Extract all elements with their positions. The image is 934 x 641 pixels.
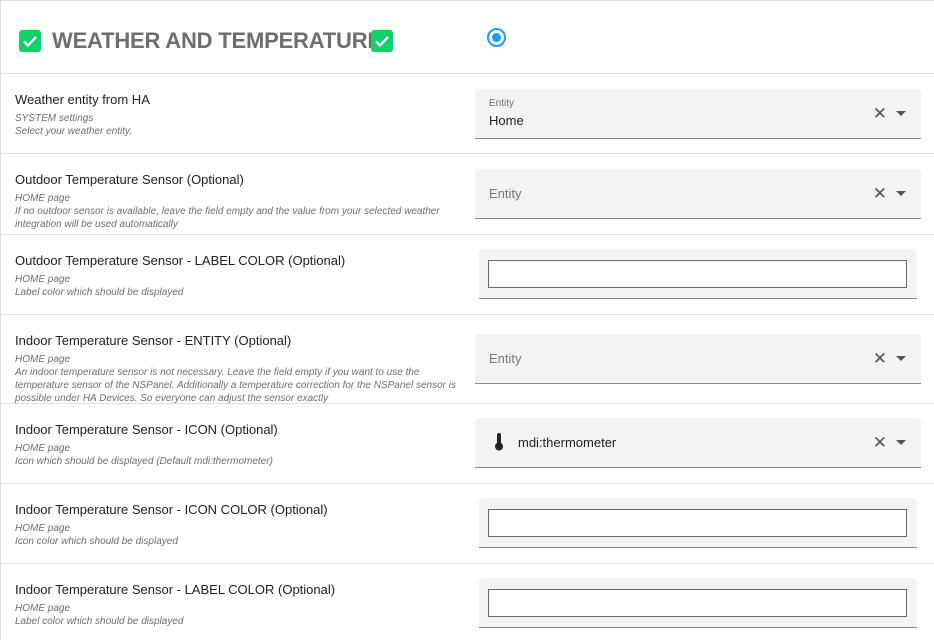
indoor-icon-picker[interactable]: mdi:thermometer ✕ bbox=[475, 418, 921, 468]
setting-description: HOME page An indoor temperature sensor is… bbox=[15, 354, 456, 404]
setting-description: SYSTEM settings Select your weather entit… bbox=[15, 113, 133, 137]
section-header: WEATHER AND TEMPERATURE bbox=[1, 1, 934, 74]
outdoor-label-color-field bbox=[479, 249, 917, 299]
setting-label: Indoor Temperature Sensor - ICON COLOR (… bbox=[15, 502, 328, 517]
field-placeholder: Entity bbox=[489, 186, 522, 201]
setting-row-indoor-label-color: Indoor Temperature Sensor - LABEL COLOR … bbox=[1, 564, 934, 641]
clear-icon[interactable]: ✕ bbox=[872, 184, 887, 203]
setting-label: Indoor Temperature Sensor - ICON (Option… bbox=[15, 422, 278, 437]
setting-description: HOME page Label color which should be dis… bbox=[15, 603, 184, 627]
setting-label: Indoor Temperature Sensor - ENTITY (Opti… bbox=[15, 333, 292, 348]
section-radio-button[interactable] bbox=[487, 28, 506, 47]
clear-icon[interactable]: ✕ bbox=[872, 104, 887, 123]
dropdown-arrow-icon[interactable] bbox=[896, 111, 906, 116]
section-title: WEATHER AND TEMPERATURE bbox=[52, 28, 382, 53]
color-input[interactable] bbox=[488, 260, 907, 288]
field-value: mdi:thermometer bbox=[518, 435, 617, 450]
setting-row-weather-entity: Weather entity from HA SYSTEM settings Se… bbox=[1, 74, 934, 154]
setting-description: HOME page Label color which should be dis… bbox=[15, 274, 184, 298]
color-input[interactable] bbox=[488, 589, 907, 617]
clear-icon[interactable]: ✕ bbox=[872, 433, 887, 452]
dropdown-arrow-icon[interactable] bbox=[896, 356, 906, 361]
setting-row-outdoor-label-color: Outdoor Temperature Sensor - LABEL COLOR… bbox=[1, 235, 934, 315]
indoor-sensor-picker[interactable]: Entity ✕ bbox=[475, 334, 921, 384]
checkmark-icon bbox=[371, 30, 393, 52]
checkmark-icon bbox=[19, 30, 41, 52]
field-placeholder: Entity bbox=[489, 351, 522, 366]
field-label: Entity bbox=[489, 98, 515, 109]
dropdown-arrow-icon[interactable] bbox=[896, 440, 906, 445]
setting-label: Indoor Temperature Sensor - LABEL COLOR … bbox=[15, 582, 336, 597]
setting-label: Outdoor Temperature Sensor - LABEL COLOR… bbox=[15, 253, 346, 268]
setting-description: HOME page If no outdoor sensor is availab… bbox=[15, 193, 440, 230]
weather-entity-picker[interactable]: Entity Home ✕ bbox=[475, 89, 921, 139]
indoor-label-color-field bbox=[479, 578, 917, 628]
setting-row-indoor-icon-color: Indoor Temperature Sensor - ICON COLOR (… bbox=[1, 484, 934, 564]
field-value: Home bbox=[489, 113, 524, 128]
dropdown-arrow-icon[interactable] bbox=[896, 191, 906, 196]
setting-label: Outdoor Temperature Sensor (Optional) bbox=[15, 172, 244, 187]
setting-row-indoor-entity: Indoor Temperature Sensor - ENTITY (Opti… bbox=[1, 315, 934, 404]
outdoor-sensor-picker[interactable]: Entity ✕ bbox=[475, 169, 921, 219]
thermometer-icon bbox=[495, 433, 503, 451]
color-input[interactable] bbox=[488, 509, 907, 537]
setting-description: HOME page Icon color which should be disp… bbox=[15, 523, 178, 547]
indoor-icon-color-field bbox=[479, 498, 917, 548]
setting-description: HOME page Icon which should be displayed … bbox=[15, 443, 273, 467]
setting-label: Weather entity from HA bbox=[15, 92, 150, 107]
setting-row-indoor-icon: Indoor Temperature Sensor - ICON (Option… bbox=[1, 404, 934, 484]
setting-row-outdoor-sensor: Outdoor Temperature Sensor (Optional) HO… bbox=[1, 154, 934, 235]
clear-icon[interactable]: ✕ bbox=[872, 349, 887, 368]
